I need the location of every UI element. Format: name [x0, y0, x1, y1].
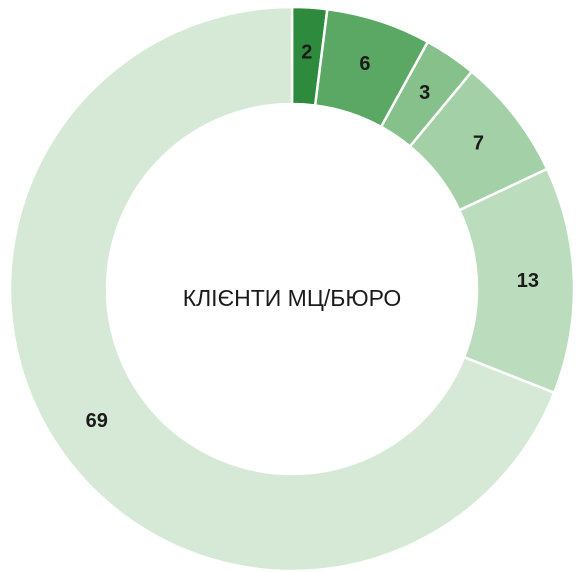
- slice-label: 7: [473, 133, 484, 155]
- donut-slice: [8, 5, 556, 572]
- slice-label: 6: [359, 53, 370, 75]
- slice-label: 2: [301, 42, 312, 64]
- center-label: КЛІЄНТИ МЦ/БЮРО: [183, 285, 402, 311]
- slice-label: 13: [517, 270, 539, 292]
- slice-label: 69: [86, 410, 108, 432]
- slice-label: 3: [419, 82, 430, 104]
